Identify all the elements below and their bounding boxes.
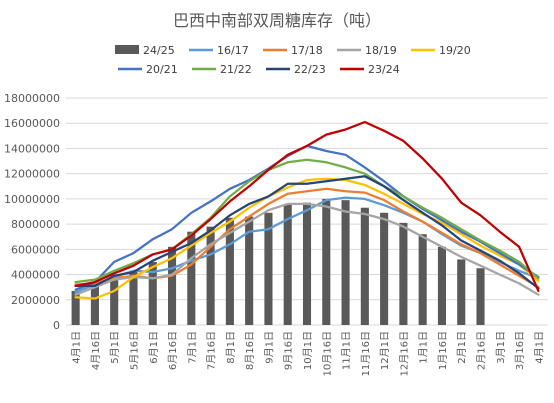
- legend-item: 20/21: [118, 63, 178, 76]
- legend-item: 23/24: [340, 63, 400, 76]
- x-tick-label: 6月16日: [167, 331, 179, 370]
- series-line-23-24: [74, 120, 540, 293]
- x-tick-label: 9月16日: [283, 331, 295, 370]
- legend-item: 16/17: [189, 44, 249, 57]
- x-axis: 4月1日 4月16日 5月1日 5月16日 6月1日 6月16日 7月1日 7月16日 8月1日…: [71, 331, 546, 376]
- legend-item: 22/23: [266, 63, 326, 76]
- series-line-22-23: [74, 175, 540, 290]
- y-tick-label: 6000000: [11, 243, 60, 256]
- bar-24-25: [129, 272, 138, 325]
- legend-label: 19/20: [439, 44, 471, 57]
- x-tick-label: 6月1日: [148, 331, 160, 364]
- line-series: [74, 120, 540, 300]
- legend-item: 24/25: [115, 44, 175, 57]
- x-tick-label: 3月1日: [495, 331, 507, 364]
- y-tick-label: 0: [53, 319, 60, 332]
- legend-item: 19/20: [411, 44, 471, 57]
- y-tick-label: 12000000: [4, 168, 60, 181]
- x-tick-label: 7月1日: [186, 331, 198, 364]
- legend-label: 17/18: [291, 44, 323, 57]
- x-tick-label: 3月16日: [514, 331, 526, 370]
- y-tick-label: 18000000: [4, 92, 60, 105]
- bar-24-25: [71, 290, 80, 325]
- bar-24-25: [225, 217, 234, 325]
- bar-24-25: [418, 234, 427, 325]
- x-tick-label: 8月16日: [244, 331, 256, 370]
- bar-24-25: [187, 231, 196, 325]
- x-tick-label: 4月1日: [533, 331, 545, 364]
- x-tick-label: 8月1日: [225, 331, 237, 364]
- legend-label: 20/21: [146, 63, 178, 76]
- x-tick-label: 11月1日: [341, 331, 353, 370]
- x-tick-label: 12月16日: [398, 331, 410, 376]
- legend-label: 18/19: [365, 44, 397, 57]
- legend-item: 18/19: [337, 44, 397, 57]
- x-tick-label: 1月16日: [437, 331, 449, 370]
- x-tick-label: 12月1日: [379, 331, 391, 370]
- bar-24-25: [399, 222, 408, 325]
- x-tick-label: 9月1日: [263, 331, 275, 364]
- y-tick-label: 4000000: [11, 269, 60, 282]
- x-tick-label: 7月16日: [206, 331, 218, 370]
- bar-24-25: [167, 246, 177, 325]
- y-tick-label: 14000000: [4, 142, 60, 155]
- x-tick-label: 10月16日: [321, 331, 333, 376]
- bar-24-25: [341, 200, 350, 325]
- bar-24-25: [476, 268, 485, 325]
- bar-24-25: [457, 259, 466, 325]
- x-tick-label: 1月1日: [418, 331, 430, 364]
- bar-24-25: [245, 216, 254, 325]
- legend-item: 17/18: [263, 44, 323, 57]
- series-line-19-20: [74, 177, 540, 300]
- x-tick-label: 5月16日: [128, 331, 140, 370]
- legend-label: 24/25: [143, 44, 175, 57]
- bar-series: [71, 198, 485, 325]
- legend-label: 22/23: [294, 63, 326, 76]
- legend: 24/25 16/17 17/18 18/19 19/20 20/21 21/22 22/23…: [115, 44, 471, 76]
- x-tick-label: 4月1日: [71, 331, 83, 364]
- series-line-16-17: [74, 196, 540, 294]
- bar-24-25: [360, 207, 369, 325]
- bar-24-25: [380, 212, 389, 325]
- x-tick-label: 2月1日: [456, 331, 468, 364]
- legend-label: 23/24: [368, 63, 400, 76]
- x-tick-label: 4月16日: [90, 331, 102, 370]
- y-tick-label: 10000000: [4, 193, 60, 206]
- bar-24-25: [206, 226, 215, 325]
- series-line-18-19: [74, 202, 540, 296]
- bar-24-25: [110, 279, 119, 325]
- x-tick-label: 5月1日: [109, 331, 121, 364]
- bar-24-25: [148, 261, 157, 325]
- y-tick-label: 8000000: [11, 218, 60, 231]
- chart-title: 巴西中南部双周糖库存（吨）: [173, 11, 381, 30]
- legend-label: 21/22: [220, 63, 252, 76]
- bar-24-25: [302, 202, 312, 325]
- legend-swatch: [115, 45, 139, 54]
- y-tick-label: 2000000: [11, 294, 60, 307]
- x-tick-label: 10月1日: [302, 331, 314, 370]
- bar-24-25: [283, 203, 292, 325]
- y-tick-label: 16000000: [4, 117, 60, 130]
- y-axis: 0 2000000 4000000 6000000 8000000 10000000 120…: [4, 92, 60, 332]
- bar-24-25: [437, 246, 447, 325]
- legend-item: 21/22: [192, 63, 252, 76]
- x-tick-label: 2月16日: [476, 331, 488, 370]
- legend-label: 16/17: [217, 44, 249, 57]
- bar-24-25: [322, 198, 331, 325]
- x-tick-label: 11月16日: [360, 331, 372, 376]
- bar-24-25: [264, 212, 273, 325]
- bar-24-25: [90, 285, 99, 325]
